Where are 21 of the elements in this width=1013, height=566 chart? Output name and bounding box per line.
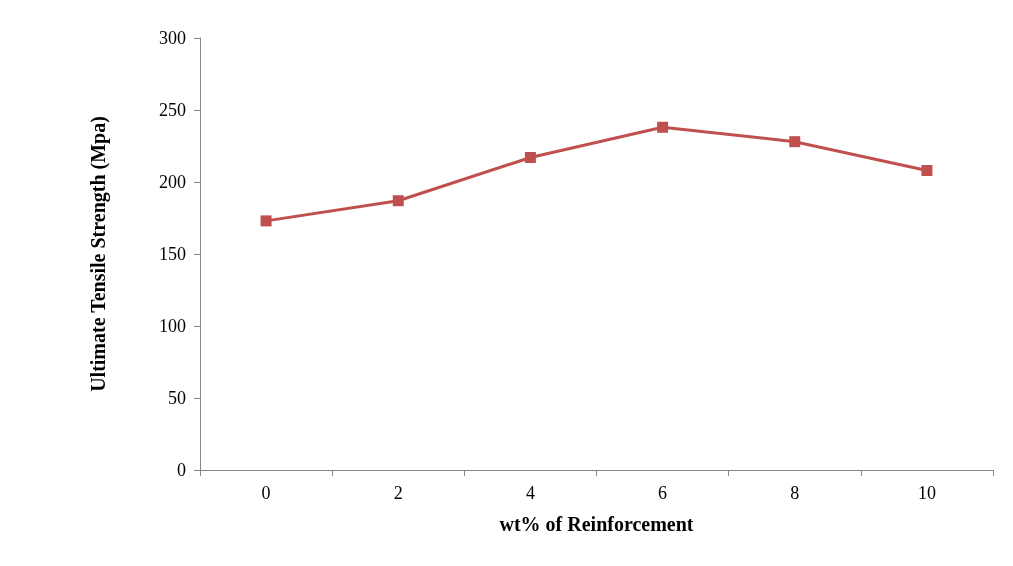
y-tick-label: 50 — [168, 388, 186, 408]
x-tick-label: 10 — [917, 483, 936, 503]
x-tick-label: 0 — [261, 483, 271, 503]
y-tick-label: 150 — [159, 244, 186, 264]
x-tick-label: 4 — [525, 483, 535, 503]
y-tick-label: 100 — [159, 316, 186, 336]
y-tick-label: 250 — [159, 100, 186, 120]
point — [260, 215, 272, 227]
y-axis-title: Ultimate Tensile Strength (Mpa) — [87, 116, 110, 392]
point — [789, 136, 801, 148]
point — [921, 164, 933, 176]
x-tick-label: 2 — [393, 483, 403, 503]
point — [392, 195, 404, 207]
point — [657, 121, 669, 133]
point — [524, 152, 536, 164]
y-tick-label: 300 — [159, 28, 186, 48]
x-tick-label: 8 — [790, 483, 800, 503]
x-tick-label: 6 — [658, 483, 668, 503]
x-axis-title: wt% of Reinforcement — [499, 513, 694, 535]
y-tick-label: 200 — [159, 172, 186, 192]
y-tick-label: 0 — [177, 460, 186, 480]
